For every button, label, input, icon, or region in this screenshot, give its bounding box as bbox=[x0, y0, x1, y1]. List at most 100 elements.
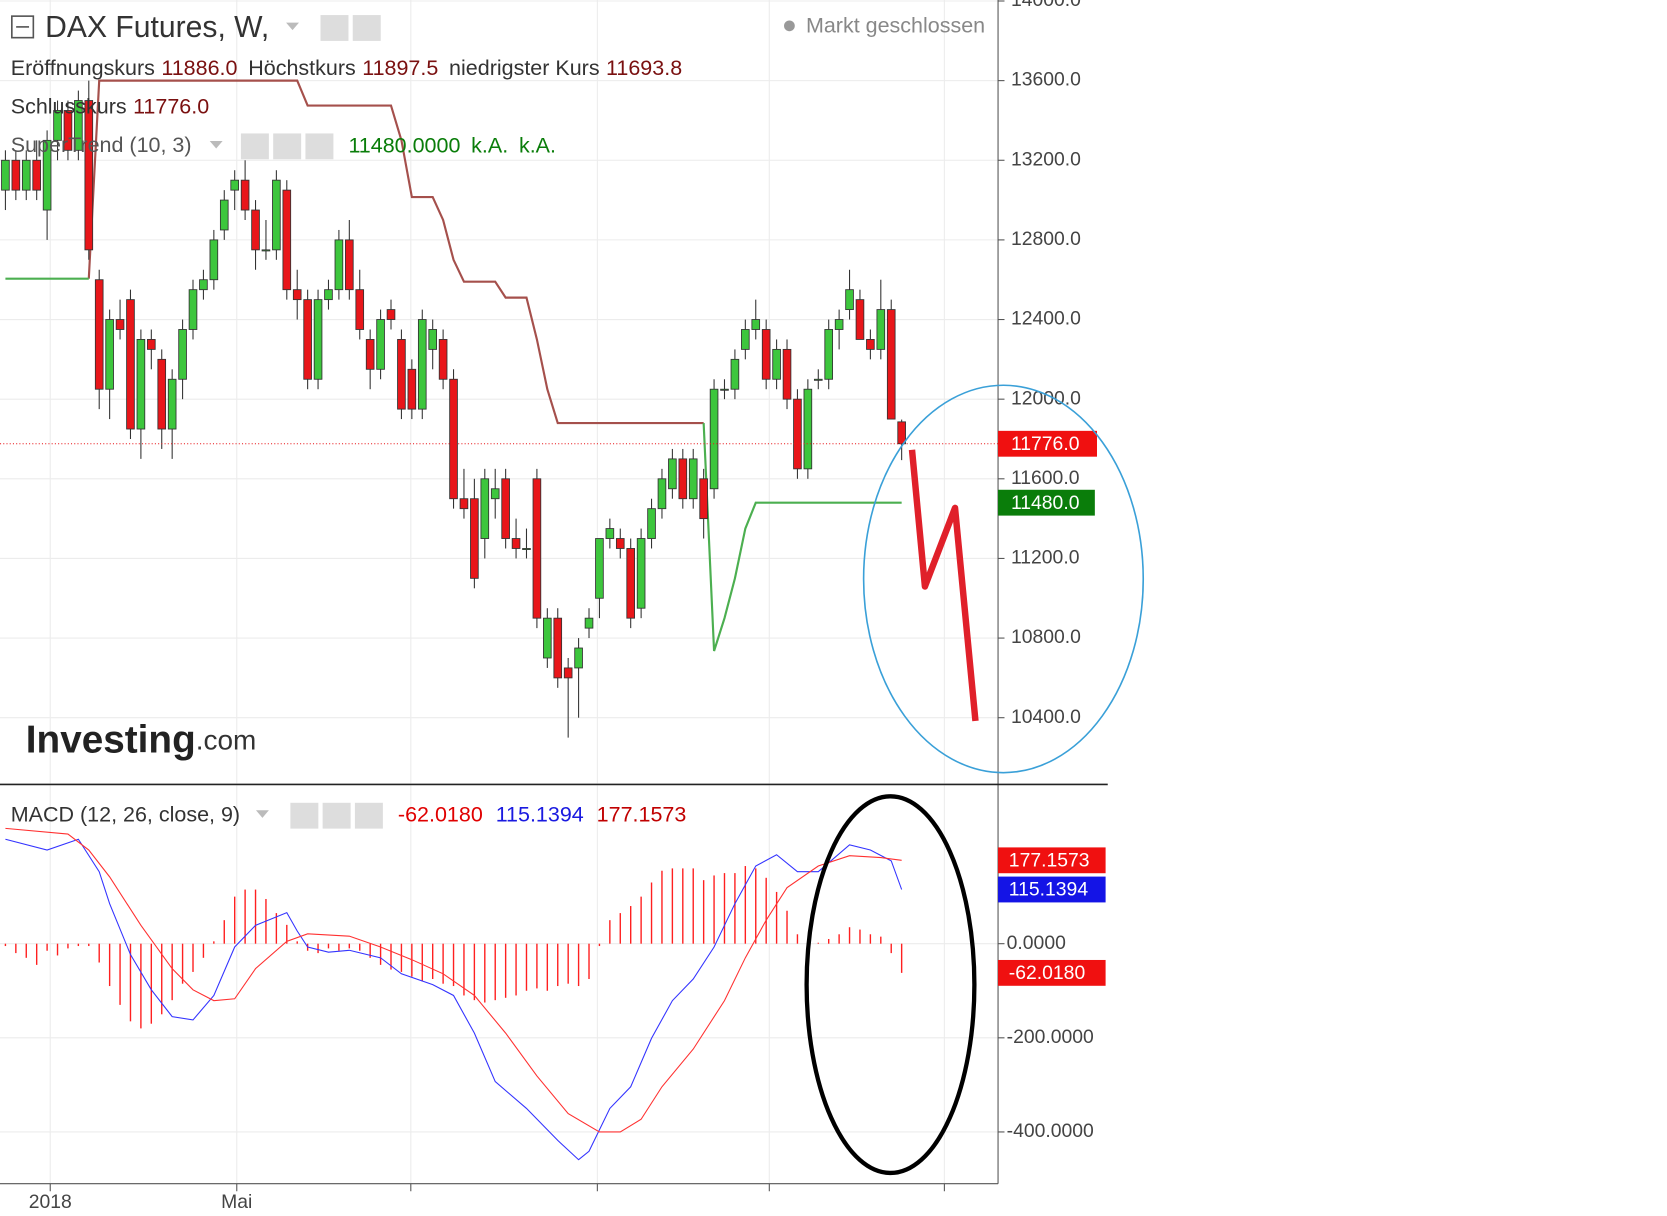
candle-body bbox=[803, 388, 813, 470]
candle-body bbox=[626, 548, 635, 619]
candle-body bbox=[720, 388, 729, 391]
supertrend-down bbox=[87, 79, 704, 425]
candle-body bbox=[595, 538, 604, 599]
candle-body bbox=[417, 319, 427, 410]
candle-body bbox=[355, 289, 365, 330]
candle-body bbox=[636, 538, 646, 609]
candle-body bbox=[470, 498, 479, 579]
settings-icon[interactable] bbox=[322, 802, 351, 829]
overlay: DAX Futures, W, Markt geschlossen Eröffn… bbox=[11, 11, 1145, 1176]
close-icon[interactable] bbox=[305, 133, 334, 160]
candle-body bbox=[574, 647, 583, 669]
eye-icon[interactable] bbox=[290, 802, 319, 829]
candle-body bbox=[866, 339, 875, 350]
macd-title: MACD (12, 26, close, 9) bbox=[11, 802, 240, 826]
candle-body bbox=[793, 398, 802, 470]
settings-icon[interactable] bbox=[352, 15, 381, 41]
candle-body bbox=[678, 458, 688, 500]
supertrend-value: 11480.0000 bbox=[348, 133, 460, 157]
supertrend-values: 11480.0000 k.A. k.A. bbox=[348, 133, 556, 157]
logo-suffix: .com bbox=[196, 725, 257, 756]
candle-body bbox=[834, 319, 844, 330]
candle-body bbox=[845, 289, 854, 311]
candle-body bbox=[126, 299, 135, 430]
candle-body bbox=[886, 309, 896, 420]
candle-body bbox=[480, 478, 490, 539]
candle-body bbox=[345, 239, 354, 291]
candle-body bbox=[532, 478, 542, 619]
candle-body bbox=[157, 358, 167, 430]
macd-line bbox=[5, 838, 903, 1161]
settings-icon[interactable] bbox=[273, 133, 302, 160]
y-tick-label: 14000.0 bbox=[1011, 0, 1081, 11]
candle-body bbox=[334, 239, 344, 291]
candle-body bbox=[115, 319, 125, 330]
candle-body bbox=[261, 249, 271, 252]
candle-body bbox=[668, 458, 677, 490]
y-tick-label: -200.0000 bbox=[1007, 1026, 1094, 1048]
last-price-label: 11776.0 bbox=[1011, 433, 1080, 455]
candle-body bbox=[376, 319, 385, 370]
value-box bbox=[998, 847, 1106, 874]
open-label: Eröffnungskurs bbox=[11, 56, 155, 80]
ohlc-legend: Eröffnungskurs 11886.0 Höchstkurs 11897.5 ni… bbox=[11, 56, 682, 80]
candle-body bbox=[219, 199, 229, 231]
candle-body bbox=[1, 159, 10, 191]
candle-body bbox=[438, 339, 448, 380]
candle-body bbox=[251, 209, 260, 251]
candle-body bbox=[11, 159, 21, 191]
candle-body bbox=[272, 179, 281, 251]
candle-body bbox=[147, 339, 156, 350]
candle-body bbox=[94, 279, 104, 390]
candle-body bbox=[407, 368, 417, 410]
logo: Investing.com bbox=[26, 719, 257, 762]
x-tick-label: Mai bbox=[221, 1191, 252, 1213]
candle-body bbox=[74, 100, 83, 151]
candle-body bbox=[772, 348, 781, 380]
status-dot bbox=[784, 20, 795, 32]
y-tick-label: 10400.0 bbox=[1011, 706, 1081, 728]
eye-icon[interactable] bbox=[240, 133, 269, 160]
y-tick-label: 10800.0 bbox=[1011, 626, 1081, 648]
value-box-label: 177.1573 bbox=[1009, 849, 1090, 871]
candle-body bbox=[303, 299, 312, 380]
y-tick-label: -400.0000 bbox=[1007, 1120, 1094, 1142]
candle-body bbox=[199, 279, 208, 291]
supertrend-label: 11480.0 bbox=[1011, 492, 1080, 514]
candle-body bbox=[42, 139, 52, 211]
eye-icon[interactable] bbox=[320, 15, 349, 41]
candle-body bbox=[397, 339, 406, 410]
y-tick-label: 12400.0 bbox=[1011, 308, 1081, 330]
candle-body bbox=[543, 617, 552, 659]
value-box-label: 115.1394 bbox=[1009, 879, 1089, 901]
candle-body bbox=[730, 358, 740, 390]
candle-body bbox=[876, 309, 886, 350]
dropdown-icon[interactable] bbox=[255, 810, 269, 818]
dropdown-icon[interactable] bbox=[286, 22, 299, 31]
logo-name: Investing bbox=[26, 719, 196, 762]
macd-value: 115.1394 bbox=[496, 802, 584, 826]
candle-body bbox=[699, 478, 708, 520]
histogram-value: -62.0180 bbox=[398, 802, 483, 826]
candle-body bbox=[84, 100, 94, 251]
candle-body bbox=[167, 378, 177, 430]
candle-body bbox=[136, 339, 146, 430]
candle-body bbox=[813, 378, 823, 381]
close-value: 11776.0 bbox=[133, 94, 209, 118]
candle-body bbox=[230, 179, 239, 191]
highlight-ellipse bbox=[804, 794, 977, 1176]
candle-body bbox=[428, 329, 437, 350]
dropdown-icon[interactable] bbox=[209, 140, 223, 149]
close-icon[interactable] bbox=[354, 802, 383, 829]
candle-body bbox=[188, 289, 198, 330]
supertrend-up bbox=[702, 423, 902, 652]
candle-body bbox=[605, 528, 615, 539]
candle-body bbox=[209, 239, 219, 281]
candle-body bbox=[563, 667, 573, 679]
supertrend-title: SuperTrend (10, 3) bbox=[11, 133, 192, 157]
y-tick-label: 12800.0 bbox=[1011, 228, 1081, 250]
collapse-icon[interactable] bbox=[11, 15, 35, 39]
candle-body bbox=[282, 189, 292, 291]
